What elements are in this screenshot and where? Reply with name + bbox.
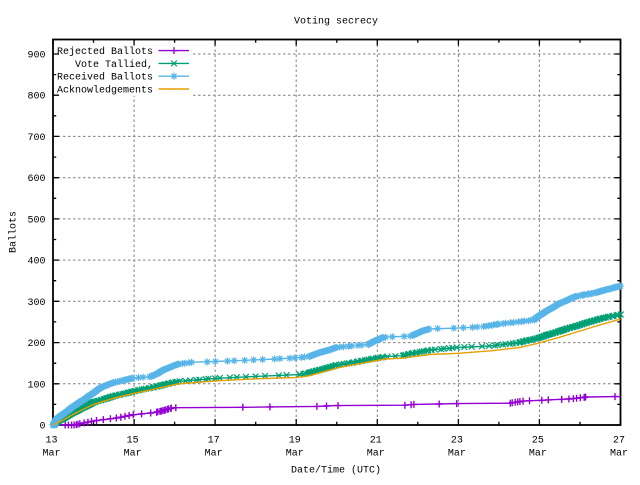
svg-text:19: 19 (289, 436, 301, 447)
svg-text:Ballots: Ballots (8, 211, 20, 253)
svg-text:Acknowledgements: Acknowledgements (57, 85, 153, 97)
svg-text:Rejected Ballots: Rejected Ballots (57, 46, 153, 58)
svg-text:23: 23 (451, 436, 463, 447)
svg-text:700: 700 (27, 133, 45, 144)
svg-text:25: 25 (532, 436, 544, 447)
svg-text:Mar: Mar (367, 449, 385, 460)
svg-text:21: 21 (370, 436, 382, 447)
svg-text:Date/Time (UTC): Date/Time (UTC) (291, 465, 381, 477)
svg-text:Mar: Mar (42, 449, 60, 460)
svg-text:Received Ballots: Received Ballots (57, 72, 153, 84)
svg-text:Mar: Mar (610, 449, 628, 460)
svg-text:27: 27 (613, 436, 625, 447)
svg-text:15: 15 (127, 436, 139, 447)
svg-text:Vote Tallied,: Vote Tallied, (75, 59, 153, 71)
svg-text:Voting secrecy: Voting secrecy (294, 16, 378, 28)
svg-text:Mar: Mar (205, 449, 223, 460)
svg-text:300: 300 (27, 298, 45, 309)
svg-text:Mar: Mar (124, 449, 142, 460)
svg-text:500: 500 (27, 215, 45, 226)
svg-text:Mar: Mar (529, 449, 547, 460)
svg-text:100: 100 (27, 380, 45, 391)
svg-text:900: 900 (27, 51, 45, 62)
svg-text:13: 13 (45, 436, 57, 447)
svg-text:800: 800 (27, 92, 45, 103)
svg-text:17: 17 (208, 436, 220, 447)
svg-text:600: 600 (27, 174, 45, 185)
svg-text:200: 200 (27, 339, 45, 350)
svg-text:400: 400 (27, 257, 45, 268)
svg-text:Mar: Mar (286, 449, 304, 460)
svg-text:0: 0 (39, 422, 45, 433)
svg-text:Mar: Mar (448, 449, 466, 460)
